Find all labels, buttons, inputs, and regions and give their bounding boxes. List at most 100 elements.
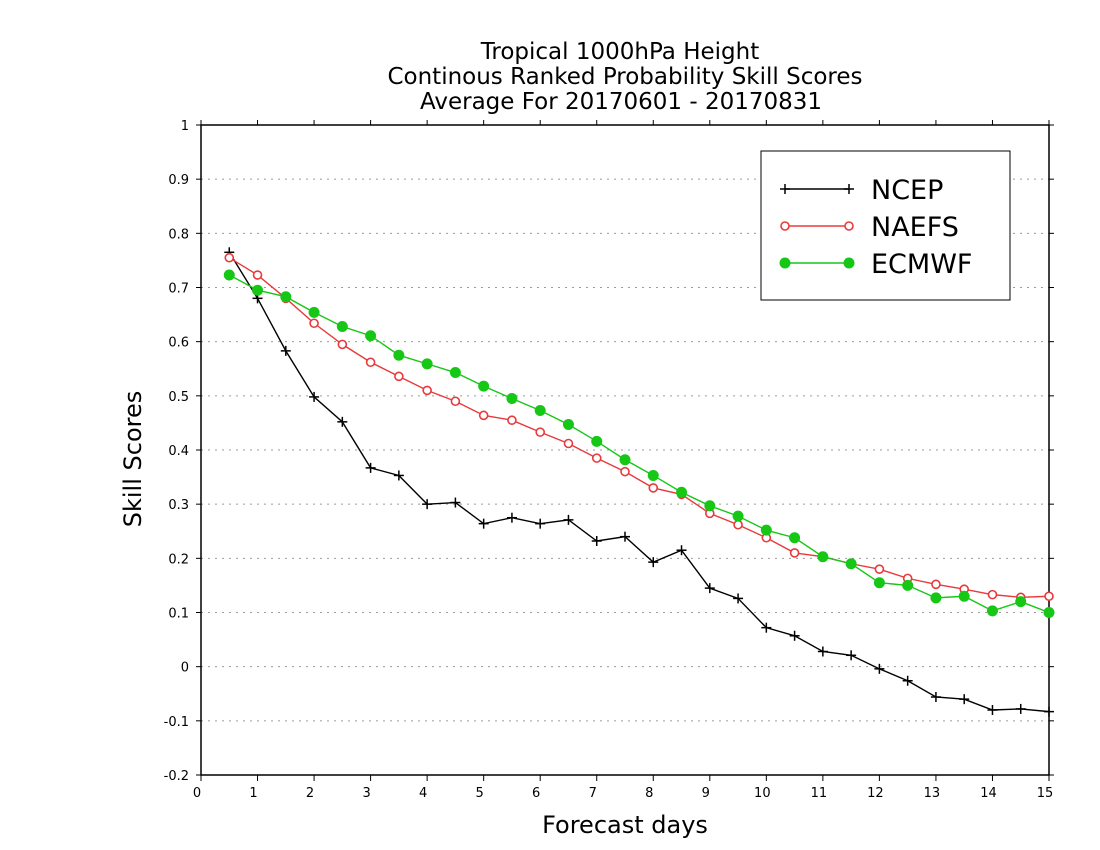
data-point-ecmwf [647,469,659,481]
y-tick-label: 0.8 [168,227,189,242]
data-point-naefs [789,548,800,558]
data-point-ncep [987,705,998,715]
x-tick-label: 0 [193,786,201,801]
data-point-ecmwf [986,605,998,617]
data-point-naefs [1044,591,1054,602]
data-point-ecmwf [732,510,744,522]
data-point-naefs [450,396,461,407]
y-tick-label: 0.7 [168,282,189,297]
legend-label-ecmwf: ECMWF [871,249,972,280]
data-point-ncep [393,470,404,481]
data-point-naefs [620,466,630,477]
series-line-ecmwf [228,274,1050,614]
data-point-naefs [422,385,432,396]
legend-items: NCEP NAEFS ECMWF [779,175,972,280]
data-point-ecmwf [478,380,490,392]
data-point-ncep [563,514,574,525]
x-tick-label: 9 [702,786,710,801]
legend-marker-ncep [844,184,854,194]
legend-marker-naefs [844,221,854,231]
data-point-ecmwf [902,579,914,591]
data-point-ecmwf [789,532,801,544]
data-point-ncep [506,512,517,523]
data-point-ncep [789,630,800,641]
legend-label-naefs: NAEFS [871,212,959,243]
legend-item-ecmwf: ECMWF [779,249,972,280]
data-point-ecmwf [760,524,772,536]
data-point-ncep [450,497,461,508]
legend-marker-ecmwf [843,257,855,269]
data-point-ncep [365,462,376,473]
x-tick-label: 10 [754,786,771,801]
data-point-naefs [478,410,489,421]
data-point-naefs [252,270,263,280]
x-tick-label: 8 [645,786,653,801]
x-tick-label: 2 [306,786,314,801]
data-point-ncep [733,593,744,604]
data-point-ncep [422,499,433,510]
data-point-naefs [563,438,574,449]
chart-title-line-2: Continous Ranked Probability Skill Score… [387,64,862,90]
data-point-ncep [620,531,630,542]
y-tick-label: -0.1 [164,715,189,730]
data-point-naefs [591,453,602,463]
data-point-ncep [1015,703,1026,714]
y-tick-label: 0.1 [168,607,189,622]
x-tick-label: 5 [476,786,484,801]
data-point-ncep [591,536,602,546]
data-point-naefs [648,483,659,493]
data-point-ncep [648,557,659,568]
chart-title-line-1: Tropical 1000hPa Height [480,39,760,65]
legend-label-ncep: NCEP [871,175,943,206]
y-tick-label: 0.4 [168,444,189,459]
series-ncep [224,247,1054,717]
y-tick-label: 1 [181,119,189,134]
data-point-ncep [761,622,772,633]
x-tick-label: 13 [924,786,941,801]
series-ecmwf [223,269,1055,618]
data-point-naefs [733,519,743,530]
data-point-ncep [959,694,970,705]
y-tick-label: 0.2 [168,552,189,567]
data-point-ecmwf [817,551,829,563]
y-tick-label: -0.2 [164,769,189,784]
data-point-ecmwf [1015,596,1027,608]
data-point-ncep [817,646,828,657]
data-point-ncep [280,345,291,356]
data-point-ecmwf [562,419,574,431]
legend-marker-ncep [780,184,790,194]
x-tick-label: 14 [980,786,997,801]
series-layer [223,247,1055,717]
data-point-ecmwf [845,558,857,570]
data-point-ncep [704,583,715,594]
legend-marker-naefs [780,221,790,231]
y-tick-label: 0.6 [168,336,189,351]
data-point-ecmwf [252,284,264,296]
chart-title: Tropical 1000hPa Height Continous Ranked… [387,39,862,115]
legend-item-ncep: NCEP [780,175,943,206]
data-point-ecmwf [873,577,885,589]
data-point-ecmwf [958,590,970,602]
x-tick-label: 3 [362,786,370,801]
data-point-ecmwf [1043,607,1055,618]
data-point-ecmwf [676,486,688,498]
x-tick-label: 15 [1037,786,1054,801]
data-point-ecmwf [930,592,942,604]
series-line-ncep [228,251,1050,713]
y-tick-label: 0.5 [168,390,189,405]
y-tick-label: 0 [181,661,189,676]
data-point-ncep [309,391,320,402]
data-point-ecmwf [421,358,433,370]
data-point-ecmwf [365,330,377,342]
legend-item-naefs: NAEFS [780,212,959,243]
data-point-ecmwf [619,454,631,466]
x-tick-label: 6 [532,786,540,801]
data-point-naefs [931,579,941,590]
data-point-naefs [535,427,546,437]
axis-ticks: -0.2-0.100.10.20.30.40.50.60.70.80.910 1 2… [164,119,1054,801]
y-axis-label: Skill Scores [119,391,147,528]
data-point-naefs [309,318,319,329]
x-tick-label: 4 [419,786,427,801]
data-point-ecmwf [704,500,716,512]
